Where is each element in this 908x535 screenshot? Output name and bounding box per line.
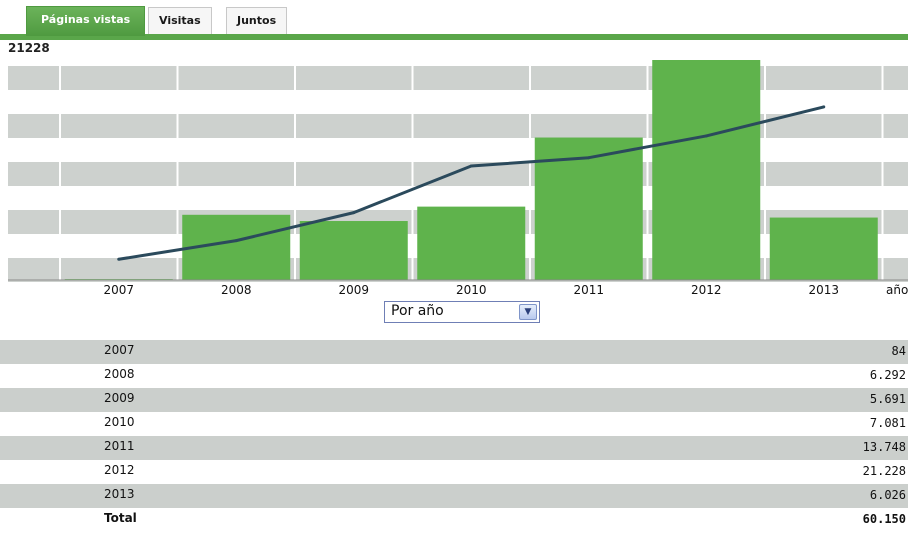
row-year: 2009	[104, 391, 135, 405]
row-year: 2011	[104, 439, 135, 453]
period-select[interactable]: Por año ▼	[384, 301, 540, 323]
table-row: 2009 5.691	[0, 388, 908, 412]
x-tick-label: 2012	[691, 283, 722, 297]
table-row: 2008 6.292	[0, 364, 908, 388]
table-row: 2012 21.228	[0, 460, 908, 484]
x-tick-label: 2009	[338, 283, 369, 297]
tab-strip-line	[0, 34, 908, 40]
grid-band	[8, 114, 908, 138]
bar-2013	[769, 217, 878, 280]
row-year: 2013	[104, 487, 135, 501]
total-value: 60.150	[862, 512, 906, 526]
grid-band	[8, 162, 908, 186]
bar-2012	[652, 60, 761, 280]
table-row: 2013 6.026	[0, 484, 908, 508]
x-tick-label: 2011	[573, 283, 604, 297]
chart-max-label: 21228	[8, 41, 50, 55]
tab-bar: Páginas vistas Visitas Juntos	[0, 0, 908, 42]
row-value: 6.026	[869, 488, 906, 502]
x-tick-label: 2013	[808, 283, 839, 297]
row-year: 2008	[104, 367, 135, 381]
trend-point-2013	[822, 105, 826, 109]
trend-point-2012	[704, 134, 708, 138]
trend-point-2011	[587, 156, 591, 160]
x-axis-unit-label: año	[886, 283, 908, 297]
chevron-down-icon[interactable]: ▼	[519, 304, 537, 320]
tab-page-views[interactable]: Páginas vistas	[26, 6, 146, 36]
row-value: 21.228	[862, 464, 906, 478]
x-tick-label: 2010	[456, 283, 487, 297]
trend-point-2009	[352, 211, 356, 215]
row-year: 2007	[104, 343, 135, 357]
table-row: 2011 13.748	[0, 436, 908, 460]
row-year: 2010	[104, 415, 135, 429]
x-tick-label: 2008	[221, 283, 252, 297]
row-year: 2012	[104, 463, 135, 477]
trend-point-2010	[469, 164, 473, 168]
row-value: 5.691	[869, 392, 906, 406]
table-row: 2007 84	[0, 340, 908, 364]
trend-point-2008	[234, 239, 238, 243]
data-table: 2007 84 2008 6.292 2009 5.691 2010 7.081 2011 13.…	[0, 340, 908, 532]
bar-2009	[299, 221, 408, 280]
tab-visits[interactable]: Visitas	[148, 7, 212, 34]
row-value: 84	[891, 344, 906, 358]
grid-band	[8, 66, 908, 90]
row-value: 7.081	[869, 416, 906, 430]
trend-point-2007	[117, 257, 121, 261]
bar-line-chart: 2007 2008 2009 2010 2011 2012 2013 año	[8, 42, 908, 297]
table-total-row: Total 60.150	[0, 508, 908, 532]
total-label: Total	[104, 511, 137, 525]
row-value: 13.748	[862, 440, 906, 454]
table-row: 2010 7.081	[0, 412, 908, 436]
period-select-value: Por año	[391, 303, 444, 319]
tab-together[interactable]: Juntos	[226, 7, 288, 34]
x-tick-label: 2007	[103, 283, 134, 297]
row-value: 6.292	[869, 368, 906, 382]
bar-2010	[417, 206, 526, 280]
